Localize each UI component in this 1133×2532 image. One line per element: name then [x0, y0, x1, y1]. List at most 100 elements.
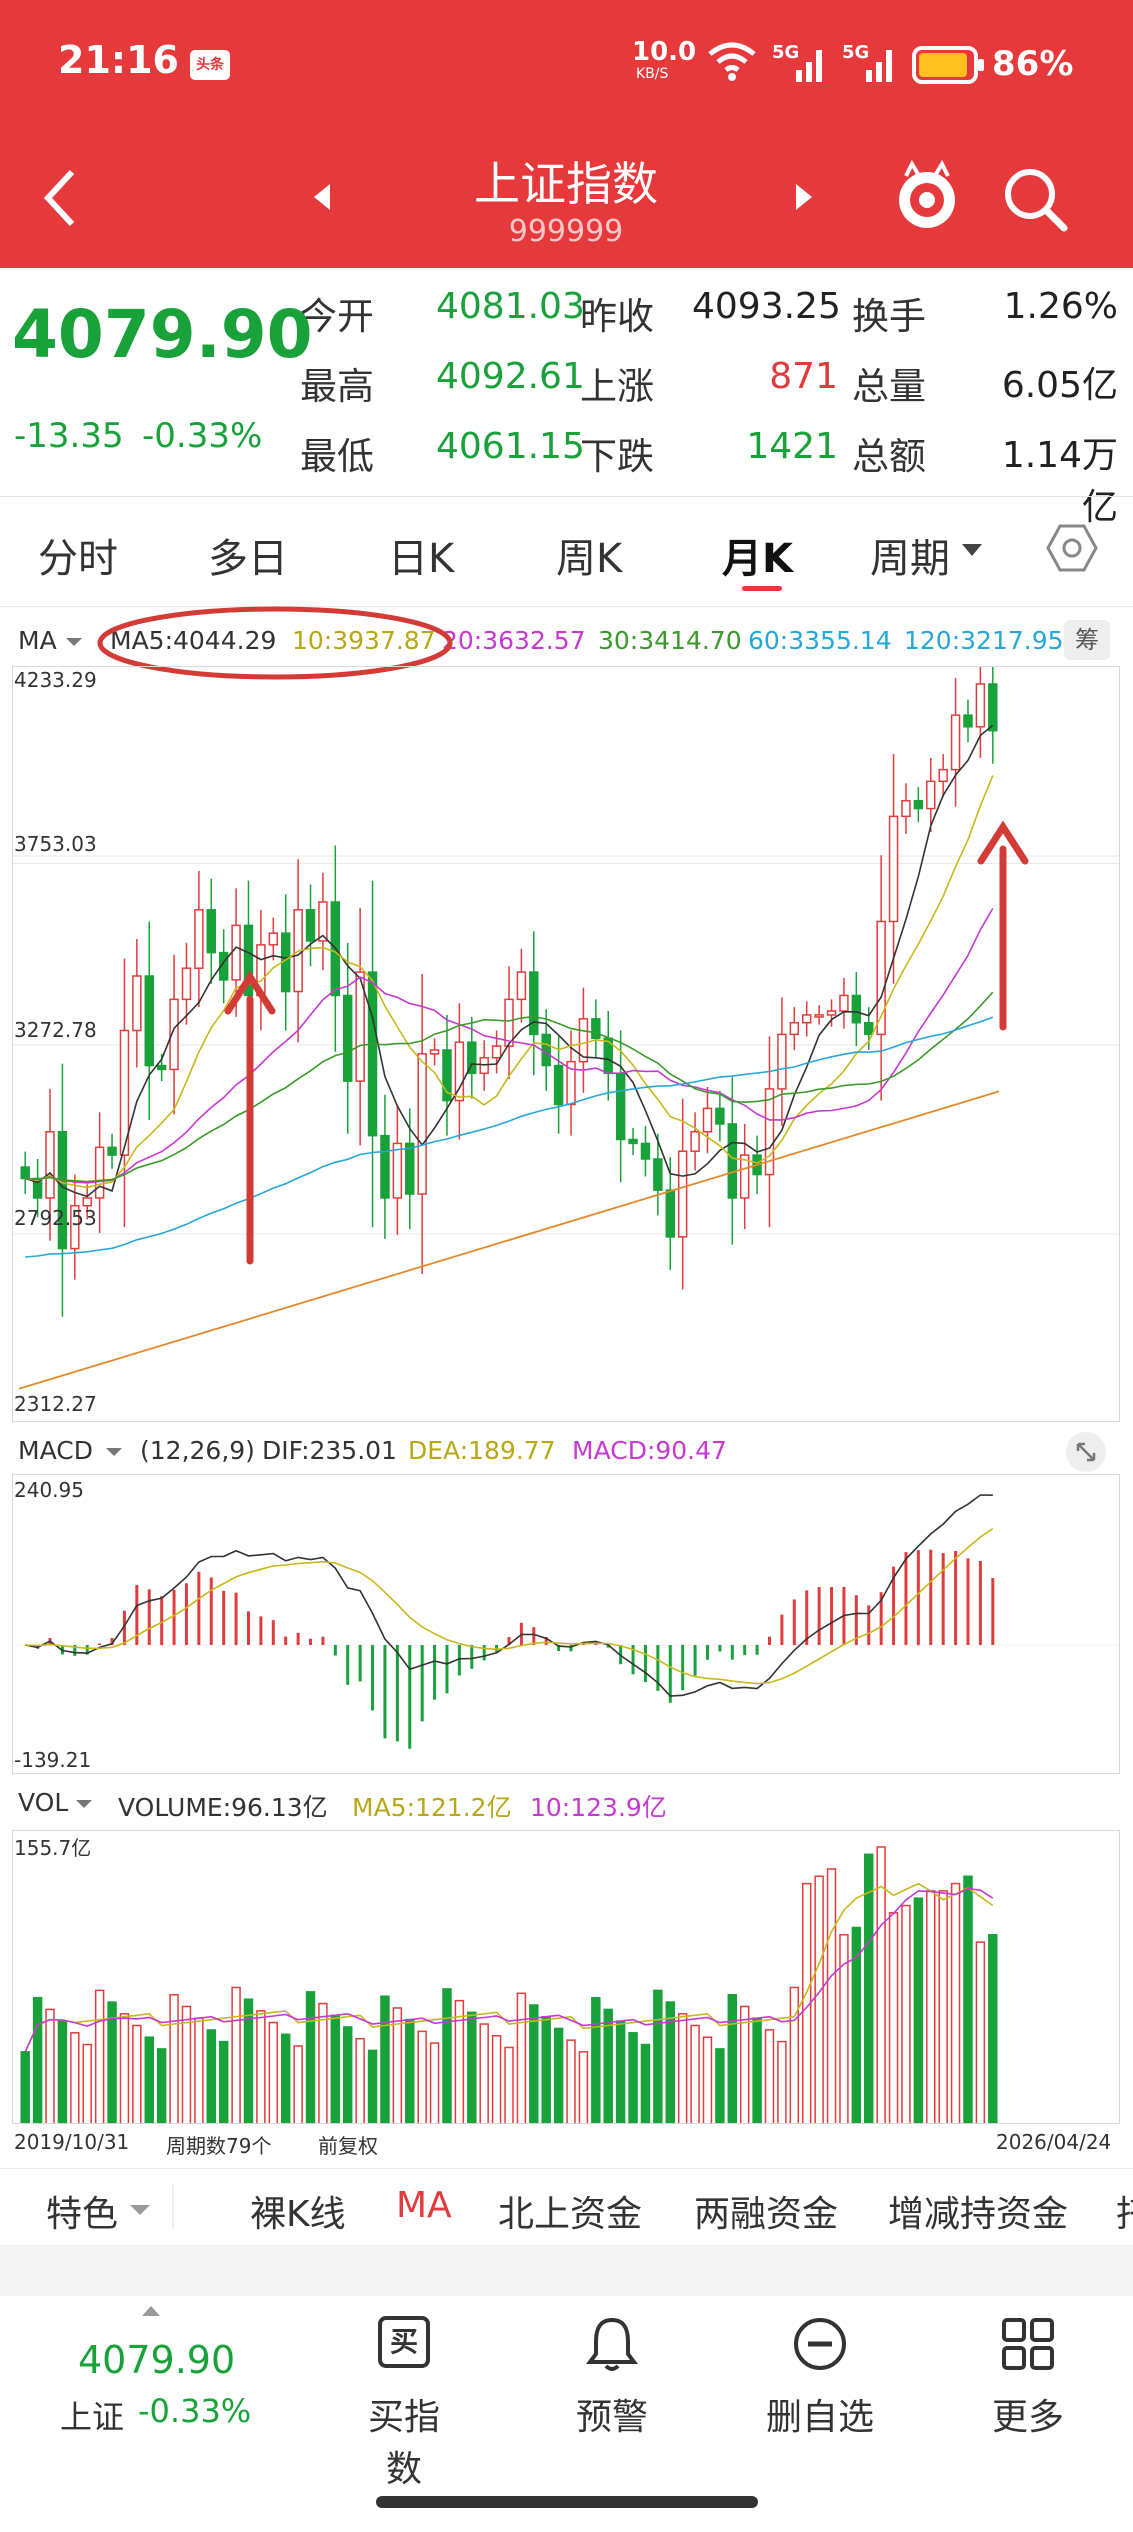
- stat-label: 下跌: [580, 435, 654, 478]
- volume-bar: [640, 2043, 651, 2123]
- volume-bar: [206, 2029, 216, 2123]
- candle: [429, 1049, 440, 1055]
- candle: [144, 975, 154, 1067]
- stat-label: 总额: [852, 435, 926, 478]
- quote-panel: 4079.90 -13.35 -0.33%: [0, 268, 1133, 494]
- candle: [417, 1053, 427, 1195]
- macd-params: (12,26,9): [140, 1436, 255, 1465]
- candle: [231, 924, 241, 981]
- prev-stock-icon[interactable]: [310, 180, 334, 214]
- bottom-pct: -0.33%: [138, 2392, 252, 2430]
- macd-selector[interactable]: MACD: [18, 1436, 93, 1465]
- ma-selector[interactable]: MA: [18, 626, 57, 655]
- home-indicator: [376, 2496, 758, 2508]
- volume-bar: [529, 2004, 539, 2123]
- volume-bar: [988, 1934, 998, 2123]
- more-label: 更多: [991, 2397, 1064, 2438]
- macd-chart[interactable]: [12, 1474, 1120, 1774]
- tab-period[interactable]: 周期: [870, 536, 950, 582]
- volume-bar: [318, 2002, 328, 2123]
- remove-watchlist-button[interactable]: 删自选: [766, 2312, 874, 2452]
- volume-bar: [231, 1986, 241, 2123]
- candle: [975, 683, 986, 728]
- feature-ma[interactable]: MA: [396, 2185, 452, 2226]
- price-axis-tick: 2792.53: [14, 1206, 97, 1230]
- feature-holdings-change[interactable]: 增减持资金: [888, 2194, 1069, 2235]
- more-button[interactable]: 更多: [976, 2312, 1080, 2452]
- adjust-mode[interactable]: 前复权: [318, 2134, 378, 2158]
- candle: [181, 967, 192, 1001]
- candle: [963, 714, 973, 728]
- candle: [516, 971, 527, 1001]
- alert-button[interactable]: 预警: [560, 2312, 664, 2452]
- volume-bar: [82, 2043, 92, 2123]
- candle: [57, 1130, 68, 1250]
- candle: [94, 1146, 105, 1199]
- candle: [405, 1142, 415, 1195]
- vol-selector[interactable]: VOL: [18, 1788, 69, 1817]
- volume-bar: [32, 1996, 43, 2123]
- candle: [901, 800, 911, 818]
- tab-day-k[interactable]: 日K: [388, 536, 455, 582]
- volume-bar: [864, 1853, 874, 2123]
- tab-fenshi[interactable]: 分时: [38, 536, 118, 582]
- next-stock-icon[interactable]: [792, 180, 816, 214]
- candle: [467, 1041, 477, 1075]
- toutiao-icon: 头条: [190, 50, 230, 80]
- back-icon[interactable]: [40, 166, 80, 230]
- ma-legend: MA MA5:4044.29 10:3937.87 20:3632.57 30:…: [0, 606, 1133, 680]
- candle: [156, 1064, 167, 1071]
- remove-watchlist-label: 删自选: [765, 2397, 874, 2438]
- feature-more-clipped[interactable]: 托: [1116, 2185, 1133, 2237]
- volume-bar: [739, 2005, 750, 2123]
- volume-bar: [330, 2014, 341, 2123]
- volume-bar: [181, 2005, 192, 2123]
- expand-up-icon[interactable]: [140, 2304, 162, 2318]
- ma10-line: [25, 775, 994, 1189]
- candle: [119, 1029, 130, 1156]
- volume-bar: [94, 1989, 105, 2123]
- tab-week-k[interactable]: 周K: [556, 536, 623, 582]
- settings-icon[interactable]: [1044, 520, 1100, 576]
- search-icon[interactable]: [1000, 164, 1070, 234]
- candle: [615, 1072, 626, 1141]
- feature-northbound[interactable]: 北上资金: [498, 2194, 643, 2235]
- volume-bar: [727, 1994, 738, 2123]
- candle: [628, 1138, 638, 1145]
- volume-bar: [839, 1934, 849, 2123]
- stat-label: 总量: [852, 365, 926, 408]
- assistant-mascot-icon[interactable]: [894, 160, 960, 234]
- volume-bar: [45, 2008, 55, 2123]
- macd-value: MACD:90.47: [572, 1436, 727, 1465]
- volume-bar: [380, 1995, 390, 2123]
- chip-distribution-button[interactable]: 筹: [1064, 620, 1110, 660]
- macd-legend: MACD (12,26,9) DIF:235.01 DEA:189.77 MAC…: [0, 1432, 1133, 1472]
- tab-month-k[interactable]: 月K: [722, 536, 793, 582]
- feature-margin[interactable]: 两融资金: [694, 2194, 839, 2235]
- stat-value: 4092.61: [436, 356, 585, 397]
- ma-caret-icon: [66, 638, 82, 646]
- candle: [727, 1123, 738, 1199]
- volume-chart[interactable]: [12, 1830, 1120, 2124]
- volume-bar: [194, 2017, 204, 2123]
- feature-bare-k[interactable]: 裸K线: [250, 2194, 346, 2235]
- volume-bar: [467, 2011, 477, 2123]
- price-axis-min: 2312.27: [14, 1392, 97, 1416]
- volume-bar: [826, 1868, 837, 2123]
- kline-chart[interactable]: [12, 666, 1120, 1422]
- battery-icon: [912, 46, 984, 84]
- volume-bar: [677, 2013, 688, 2123]
- candle: [578, 1018, 589, 1063]
- candle: [802, 1014, 812, 1024]
- candle: [218, 951, 229, 981]
- candle: [826, 1010, 837, 1016]
- tab-multi-day[interactable]: 多日: [208, 536, 288, 582]
- volume-bar: [553, 2027, 564, 2123]
- quote-stats: 今开 4081.03 昨收 4093.25 换手 1.26% 最高 4092.61 上涨 871 总…: [300, 280, 1130, 528]
- volume-bar: [653, 1989, 663, 2123]
- stat-label: 最低: [300, 435, 374, 478]
- buy-index-button[interactable]: 买 买指数: [352, 2312, 456, 2490]
- expand-icon[interactable]: [1066, 1432, 1106, 1472]
- candle: [876, 920, 886, 1036]
- feature-special[interactable]: 特色: [46, 2194, 119, 2235]
